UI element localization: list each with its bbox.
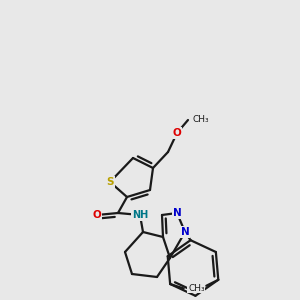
Text: CH₃: CH₃ bbox=[188, 284, 205, 293]
Text: N: N bbox=[172, 208, 182, 218]
Text: N: N bbox=[181, 227, 189, 237]
Text: O: O bbox=[172, 128, 182, 138]
Text: NH: NH bbox=[132, 210, 148, 220]
Text: CH₃: CH₃ bbox=[193, 116, 209, 124]
Text: O: O bbox=[93, 210, 101, 220]
Text: CH₃: CH₃ bbox=[187, 284, 204, 293]
Text: S: S bbox=[106, 177, 114, 187]
